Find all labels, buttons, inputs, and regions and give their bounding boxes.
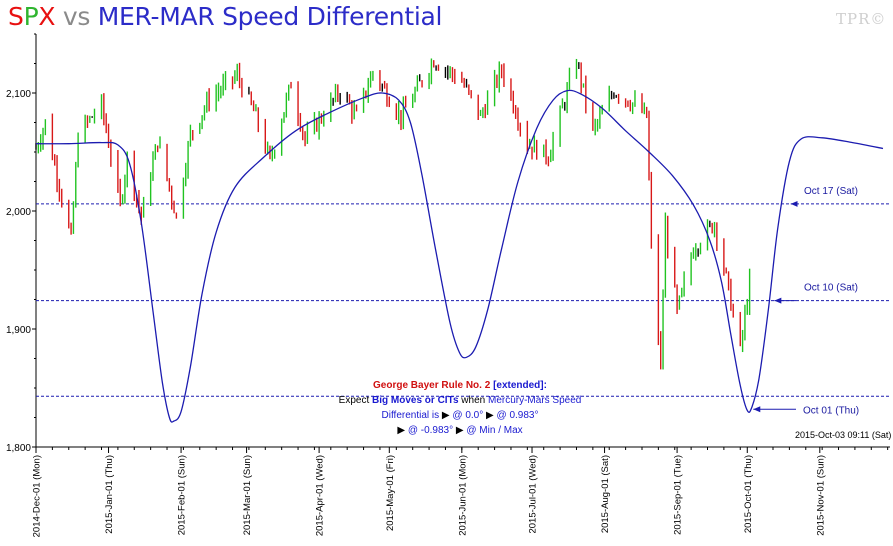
note-mer-mar: Mercury-Mars Speed (487, 395, 582, 406)
note-when: when (461, 395, 486, 406)
x-tick-label: 2015-Jun-01 (Mon) (457, 455, 468, 536)
note-bracket: [extended]: (493, 380, 547, 391)
x-tick-label: 2015-May-01 (Fri) (385, 455, 396, 531)
annotation-label: Oct 01 (Thu) (803, 405, 859, 416)
note-pos: @ 0.983° (496, 410, 539, 421)
y-tick-label: 2,100 (6, 89, 31, 100)
x-tick-label: 2014-Dec-01 (Mon) (32, 455, 43, 537)
note-neg: @ -0.983° (407, 425, 454, 436)
bayer-rule-note: George Bayer Rule No. 2 [extended]: Expe… (300, 378, 620, 438)
annotation-label: Oct 10 (Sat) (804, 283, 858, 294)
mer-mar-line (35, 89, 884, 423)
note-expect: Expect (338, 395, 370, 406)
note-minmax: @ Min / Max (466, 425, 523, 436)
reference-lines (36, 203, 890, 397)
y-axis: 1,800 1,900 2,000 2,100 (6, 33, 36, 454)
title-letter-p: P (23, 2, 39, 31)
note-zero: @ 0.0° (452, 410, 484, 421)
title-vs: vs (62, 2, 91, 31)
x-tick-label: 2015-Nov-01 (Sun) (815, 455, 826, 536)
triangle-icon: ▶ (397, 425, 406, 436)
x-tick-label: 2015-Jul-01 (Wed) (528, 455, 539, 534)
timestamp: 2015-Oct-03 09:11 (Sat) (795, 430, 892, 440)
x-tick-label: 2015-Mar-01 (Sun) (242, 455, 253, 535)
x-tick-label: 2015-Feb-01 (Sun) (177, 455, 188, 535)
x-tick-label: 2015-Aug-01 (Sat) (600, 455, 611, 533)
triangle-icon: ▶ (486, 410, 494, 421)
x-tick-label: 2015-Apr-01 (Wed) (315, 455, 326, 536)
watermark: TPR© (836, 10, 887, 28)
spx-price-bars (35, 58, 751, 370)
annotation-label: Oct 17 (Sat) (804, 186, 858, 197)
note-heading: George Bayer Rule No. 2 (373, 380, 491, 391)
title-letter-x: X (38, 2, 56, 31)
speed-differential-curve (35, 89, 884, 423)
x-tick-label: 2015-Oct-01 (Thu) (743, 455, 754, 533)
triangle-icon: ▶ (441, 410, 450, 421)
note-differential: Differential is (381, 410, 440, 421)
x-tick-label: 2015-Jan-01 (Thu) (104, 455, 115, 534)
x-axis: 2014-Dec-01 (Mon) 2015-Jan-01 (Thu) 2015-F… (32, 447, 889, 537)
title-series: MER-MAR Speed Differential (97, 2, 443, 31)
title-letter-s: S (8, 2, 24, 31)
triangle-icon: ▶ (455, 425, 464, 436)
y-tick-label: 2,000 (6, 207, 31, 218)
y-tick-label: 1,800 (6, 443, 31, 454)
x-tick-label: 2015-Sep-01 (Tue) (673, 455, 684, 535)
y-tick-label: 1,900 (6, 325, 31, 336)
note-big-moves: Big Moves or CITs (372, 395, 459, 406)
date-annotations: Oct 17 (Sat) Oct 10 (Sat) Oct 01 (Thu) (753, 186, 859, 416)
chart-title: SPX vs MER-MAR Speed Differential (8, 2, 442, 31)
